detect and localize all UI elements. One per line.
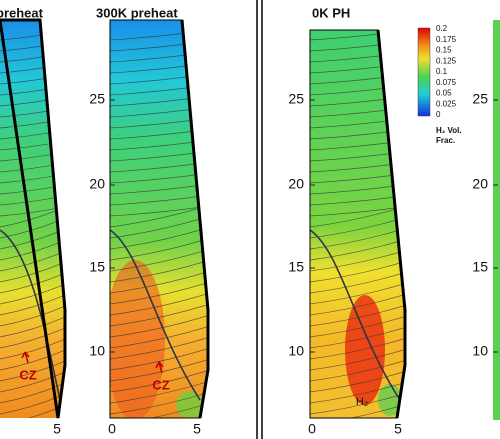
- colorbar-tick-label: 0.2: [436, 24, 448, 33]
- streamline: [110, 237, 208, 261]
- y-tick-label: 10: [288, 343, 304, 359]
- wall: [0, 18, 67, 419]
- x-tick-label: 5: [53, 421, 61, 437]
- streamline: [110, 325, 208, 349]
- streamline: [310, 292, 405, 316]
- streamline: [110, 281, 208, 305]
- streamline: [110, 292, 208, 316]
- streamline: [110, 336, 208, 360]
- y-tick-label: 20: [472, 176, 488, 192]
- streamline: [310, 369, 405, 393]
- x-tick-label: 5: [193, 421, 201, 437]
- wall: [180, 19, 210, 419]
- y-tick-label: 25: [288, 91, 304, 107]
- y-tick-label: 15: [89, 259, 105, 275]
- colorbar-tick-label: 0.125: [436, 56, 457, 65]
- colorbar-label: H₂ Vol.: [436, 126, 462, 135]
- colorbar-tick-label: 0.1: [436, 67, 448, 76]
- contour-panel: [0, 20, 65, 418]
- contour-panel: [310, 30, 405, 418]
- colorbar-tick-label: 0.025: [436, 99, 457, 108]
- streamline: [310, 325, 405, 349]
- streamline: [110, 303, 208, 327]
- panel-title: 0K PH: [312, 5, 350, 20]
- x-tick-label: 5: [394, 421, 402, 437]
- streamline: [110, 347, 208, 371]
- panel-title: 300K preheat: [96, 5, 178, 20]
- colorbar-tick-label: 0.175: [436, 35, 457, 44]
- annotation: H₂: [356, 396, 368, 408]
- streamline: [110, 314, 208, 338]
- streamline: [110, 248, 208, 272]
- y-tick-label: 10: [472, 343, 488, 359]
- streamline: [310, 347, 405, 371]
- panel-title: preheat: [0, 5, 44, 20]
- streamline: [110, 369, 208, 393]
- streamline: [310, 336, 405, 360]
- colorbar-tick-label: 0.05: [436, 89, 452, 98]
- y-tick-label: 20: [288, 176, 304, 192]
- colorbar: [417, 27, 431, 117]
- x-tick-label: 0: [308, 421, 316, 437]
- shear-layer: [310, 229, 401, 401]
- streamline: [310, 314, 405, 338]
- streamline: [310, 380, 405, 404]
- colorbar-label: Frac.: [436, 136, 455, 145]
- colorbar-tick-label: 0: [436, 110, 441, 119]
- y-tick-label: 20: [89, 176, 105, 192]
- contour-panel: [493, 20, 500, 420]
- y-tick-label: 15: [288, 259, 304, 275]
- streamline: [110, 358, 208, 382]
- streamline: [110, 402, 208, 418]
- streamline: [310, 303, 405, 327]
- streamline: [310, 281, 405, 305]
- annotation: CZ: [152, 377, 169, 392]
- streamline: [110, 391, 208, 415]
- y-tick-label: 10: [89, 343, 105, 359]
- y-tick-label: 15: [472, 259, 488, 275]
- shear-layer: [0, 229, 61, 401]
- streamline: [310, 270, 405, 294]
- shear-layer: [110, 229, 201, 401]
- colorbar-tick-label: 0.075: [436, 78, 457, 87]
- streamline: [110, 270, 208, 294]
- y-tick-label: 25: [89, 91, 105, 107]
- streamline: [310, 358, 405, 382]
- y-tick-label: 25: [472, 91, 488, 107]
- streamline: [110, 380, 208, 404]
- colorbar-tick-label: 0.15: [436, 46, 452, 55]
- wall: [376, 29, 407, 419]
- streamline: [110, 259, 208, 283]
- x-tick-label: 0: [108, 421, 116, 437]
- annotation: CZ: [19, 367, 36, 382]
